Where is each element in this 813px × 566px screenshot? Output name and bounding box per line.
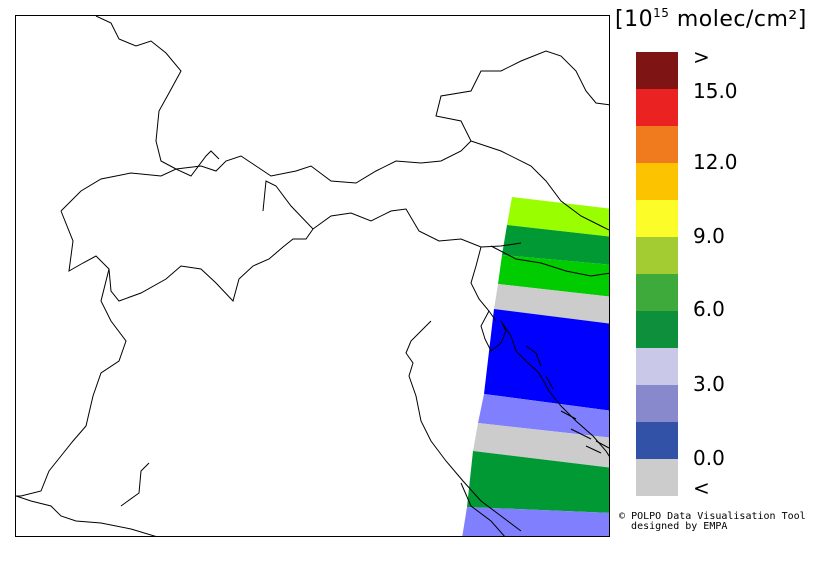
colorbar-box xyxy=(636,422,678,459)
coast-italy-adriatic xyxy=(405,320,522,532)
colorbar-box xyxy=(636,348,678,385)
swath-band xyxy=(498,255,609,297)
colorbar-box xyxy=(636,237,678,274)
swath-band xyxy=(473,423,609,468)
colorbar-box xyxy=(636,163,678,200)
colorbar-box xyxy=(636,274,678,311)
border-france-italy xyxy=(16,268,127,497)
border-germany-austria xyxy=(175,50,609,184)
swath-band xyxy=(484,309,609,411)
swath-band xyxy=(502,225,609,265)
colorbar-label: > xyxy=(693,45,710,69)
satellite-swath xyxy=(462,197,609,536)
legend-unit-open: [10 xyxy=(615,7,654,32)
border-swiss-north xyxy=(60,150,220,212)
colorbar xyxy=(636,52,678,496)
map-canvas xyxy=(16,16,609,536)
colorbar-label: 6.0 xyxy=(693,297,725,321)
coast-italy-tyrrhenian xyxy=(16,495,157,536)
border-italy-south-west xyxy=(120,462,150,507)
colorbar-box xyxy=(636,200,678,237)
country-borders xyxy=(16,16,609,536)
colorbar-label: 0.0 xyxy=(693,446,725,470)
border-switzerland-south xyxy=(60,210,314,302)
colorbar-label: 3.0 xyxy=(693,372,725,396)
colorbar-label: 9.0 xyxy=(693,224,725,248)
copyright-symbol: © xyxy=(619,511,626,522)
coast-lower xyxy=(460,482,505,536)
colorbar-box xyxy=(636,459,678,496)
border-italy-slovenia xyxy=(470,246,497,322)
colorbar-box xyxy=(636,89,678,126)
legend-unit-title: [1015 molec/cm²] xyxy=(615,6,807,32)
swath-band xyxy=(478,394,609,438)
swath-band xyxy=(494,284,609,324)
credit-text: © POLPO Data Visualisation Tool designed… xyxy=(619,512,806,532)
colorbar-label: 12.0 xyxy=(693,150,738,174)
credit-line-1: POLPO Data Visualisation Tool xyxy=(631,511,806,522)
border-austria-italy xyxy=(262,180,522,248)
colorbar-box xyxy=(636,52,678,89)
swath-band xyxy=(467,451,609,513)
colorbar-label: < xyxy=(693,476,710,500)
legend-unit-exponent: 15 xyxy=(653,6,670,20)
colorbar-label: 15.0 xyxy=(693,79,738,103)
border-slovenia-croatia xyxy=(490,245,609,277)
colorbar-box xyxy=(636,311,678,348)
islands-croatia xyxy=(525,345,609,454)
border-france-germany xyxy=(95,16,182,170)
map-panel xyxy=(15,15,610,537)
colorbar-box xyxy=(636,385,678,422)
credit-line-2: designed by EMPA xyxy=(631,521,728,532)
swath-band xyxy=(507,197,609,237)
coast-croatia xyxy=(500,320,609,457)
coast-istria xyxy=(480,310,507,352)
border-austria-slovenia xyxy=(470,140,609,231)
colorbar-box xyxy=(636,126,678,163)
legend-unit-close: molec/cm²] xyxy=(669,7,807,32)
